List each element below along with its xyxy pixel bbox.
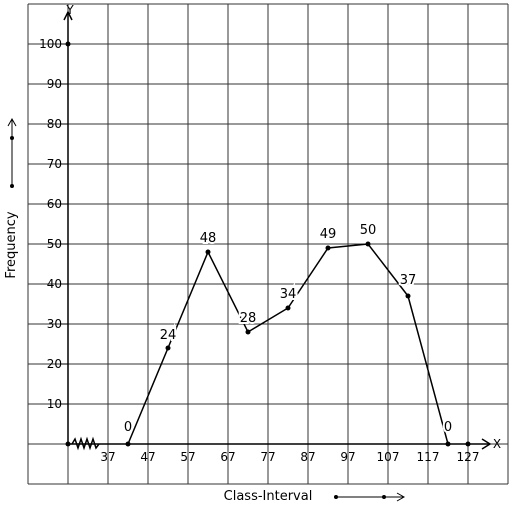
x-tick-label: 107 (377, 450, 400, 464)
y-axis-arrow-icon (7, 117, 17, 188)
label-layer: 0 24 48 28 34 49 50 37 0 (122, 221, 454, 437)
x-tick-label: 127 (457, 450, 480, 464)
series-layer (125, 241, 451, 447)
y-tick-label: 80 (47, 117, 62, 131)
data-point (365, 241, 371, 247)
y-tick-label: 70 (47, 157, 62, 171)
x-tick-label: 67 (220, 450, 235, 464)
origin-point (65, 441, 71, 447)
data-label: 0 (124, 420, 132, 435)
y-tick-label: 20 (47, 357, 62, 371)
x-axis-title: Class-Interval (224, 489, 313, 504)
data-point (285, 305, 291, 311)
data-label: 34 (280, 287, 297, 302)
data-label: 50 (360, 223, 377, 238)
data-point (245, 329, 251, 335)
y-axis-title: Frequency (4, 211, 19, 278)
data-label: 37 (400, 273, 417, 288)
y-tick-label: 30 (47, 317, 62, 331)
x-tick-label: 97 (340, 450, 355, 464)
data-label: 48 (200, 231, 217, 246)
data-point (445, 441, 451, 447)
x-tick-label: 117 (417, 450, 440, 464)
x-tick-label: 87 (300, 450, 315, 464)
x-axis-name: X (493, 437, 501, 451)
data-point (205, 249, 211, 255)
data-label: 49 (320, 227, 337, 242)
y-tick-label: 10 (47, 397, 62, 411)
y-axis-arrowhead (63, 10, 73, 21)
data-label: 28 (240, 311, 257, 326)
y-tick-label: 60 (47, 197, 62, 211)
y-axis-name: Y (65, 3, 74, 17)
data-point (125, 441, 131, 447)
y-tick-label: 90 (47, 77, 62, 91)
tick-layer: 37 47 57 67 77 87 97 107 117 127 10 20 30 40 50 60 70 80 9… (39, 37, 479, 464)
y-tick-label: 100 (39, 37, 62, 51)
data-point (165, 345, 171, 351)
x-tick-label: 47 (140, 450, 155, 464)
x-axis-arrow-icon (334, 492, 406, 502)
data-point (325, 245, 331, 251)
grid-layer (27, 3, 509, 485)
axis-layer (63, 10, 492, 450)
axis-break-zigzag-icon (71, 436, 100, 451)
x-tick-label: 57 (180, 450, 195, 464)
data-label: 24 (160, 328, 177, 343)
x-axis-arrowhead (481, 438, 492, 450)
y-tick-label: 50 (47, 237, 62, 251)
data-label: 0 (444, 420, 452, 435)
data-point (405, 293, 411, 299)
x-tick-label: 37 (100, 450, 115, 464)
x-axis-end-point (465, 441, 471, 447)
x-tick-label: 77 (260, 450, 275, 464)
y-tick-label: 40 (47, 277, 62, 291)
